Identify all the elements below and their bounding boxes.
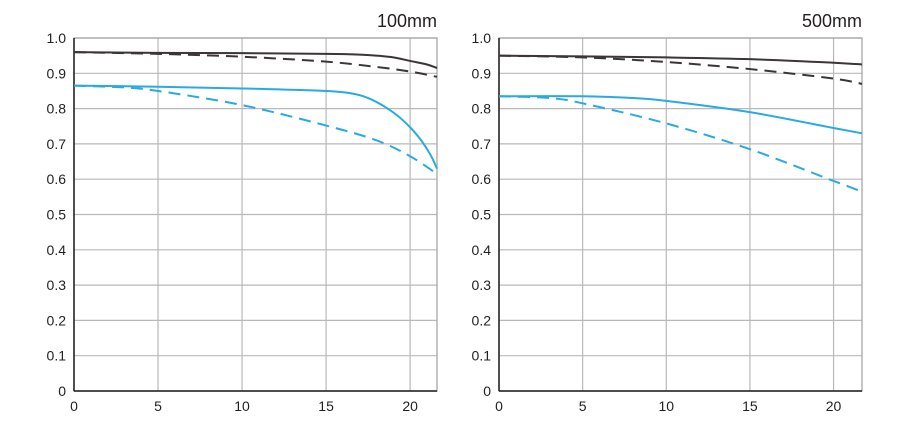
- y-tick-label: 0.2: [47, 312, 67, 328]
- x-tick-label: 10: [234, 398, 250, 414]
- y-tick-label: 0.9: [472, 65, 492, 81]
- series-black-solid: [73, 51, 438, 69]
- y-tick-label: 0.6: [472, 171, 492, 187]
- y-tick-label: 0.3: [47, 277, 67, 293]
- y-tick-label: 0.5: [47, 207, 67, 223]
- y-tick-label: 0.1: [472, 348, 492, 364]
- y-tick-label: 0.4: [472, 242, 492, 258]
- x-tick-label: 5: [154, 398, 162, 414]
- x-tick-label: 20: [402, 398, 418, 414]
- series-blue-dashed: [498, 95, 863, 193]
- series-black-dashed: [498, 54, 863, 85]
- y-tick-label: 0.6: [47, 171, 67, 187]
- x-tick-label: 20: [826, 398, 842, 414]
- chart-title: 500mm: [802, 11, 862, 31]
- chart-panel-1: 0 0.1 0.2 0.3 0.4 0.5 0.6 0.7 0.8 0.9 1.0 0 5 10 15 20 5…: [472, 11, 863, 414]
- series-black-solid: [498, 54, 863, 66]
- x-tick-label: 10: [658, 398, 674, 414]
- x-tick-label: 0: [495, 398, 503, 414]
- y-tick-label: 0.4: [47, 242, 67, 258]
- chart-title: 100mm: [377, 11, 437, 31]
- y-tick-label: 0.7: [472, 136, 492, 152]
- y-tick-label: 0.8: [472, 101, 492, 117]
- y-tick-label: 0.1: [47, 348, 67, 364]
- series-black-dashed: [73, 51, 438, 78]
- series-blue-solid: [498, 95, 863, 135]
- y-tick-label: 0.2: [472, 312, 492, 328]
- y-tick-label: 1.0: [472, 30, 492, 46]
- y-tick-label: 0: [483, 383, 491, 399]
- y-tick-label: 0.7: [47, 136, 67, 152]
- y-tick-label: 0.8: [47, 101, 67, 117]
- x-tick-label: 15: [742, 398, 758, 414]
- x-tick-label: 15: [318, 398, 334, 414]
- x-tick-label: 5: [579, 398, 587, 414]
- chart-panel-0: 0 0.1 0.2 0.3 0.4 0.5 0.6 0.7 0.8 0.9 1.0 0 5 10 15 20 1…: [47, 11, 438, 414]
- series-blue-solid: [73, 84, 438, 170]
- x-tick-label: 0: [70, 398, 78, 414]
- y-tick-label: 0.9: [47, 65, 67, 81]
- y-tick-label: 0: [58, 383, 66, 399]
- y-tick-label: 0.3: [472, 277, 492, 293]
- y-tick-label: 1.0: [47, 30, 67, 46]
- series-blue-dashed: [73, 84, 438, 175]
- y-tick-label: 0.5: [472, 207, 492, 223]
